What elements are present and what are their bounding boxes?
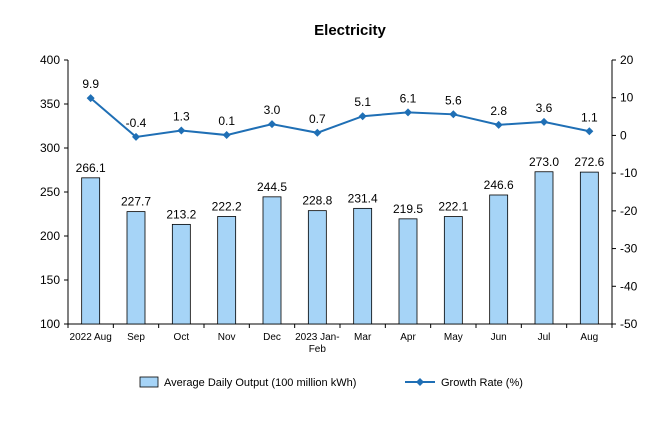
bar-data-label: 219.5: [393, 202, 423, 216]
growth-rate-point: [585, 127, 594, 136]
left-tick-label: 200: [40, 229, 60, 243]
x-tick-label: Mar: [354, 332, 372, 343]
bar: [307, 210, 327, 325]
x-tick-label: Apr: [400, 332, 416, 343]
right-tick-label: -10: [620, 166, 638, 180]
bar: [81, 177, 101, 325]
x-tick-label: 2023 Jan-Feb: [295, 332, 339, 355]
bar-data-label: 231.4: [348, 191, 378, 205]
bar: [579, 171, 599, 325]
growth-rate-line: [90, 97, 590, 138]
growth-rate-data-label: 0.7: [309, 112, 326, 126]
growth-rate-point: [540, 117, 548, 126]
left-tick-label: 350: [40, 97, 60, 111]
x-tick-label: Jun: [491, 332, 507, 343]
right-tick-label: -50: [620, 317, 638, 331]
bar: [126, 211, 146, 325]
bar-data-label: 266.1: [76, 161, 106, 175]
growth-rate-point: [132, 132, 140, 141]
left-tick-label: 300: [40, 141, 60, 155]
bar: [398, 218, 418, 325]
legend-bar-swatch: [139, 376, 159, 388]
growth-rate-data-label: 3.0: [264, 103, 281, 117]
x-tick-label: May: [444, 332, 463, 343]
legend: Average Daily Output (100 million kWh) G…: [139, 376, 523, 389]
right-tick-label: 0: [620, 128, 627, 142]
right-tick-label: 10: [620, 91, 634, 105]
left-tick-label: 400: [40, 53, 60, 67]
growth-rate-data-label: 9.9: [82, 77, 99, 91]
x-tick-label: Oct: [174, 332, 190, 343]
bar: [443, 216, 463, 325]
growth-rate-point: [222, 131, 231, 140]
legend-line-label: Growth Rate (%): [441, 377, 523, 389]
plot-area: 100 150 200 250 300 350 400 -50 -40 -30 -20 -10 0 10 2…: [40, 53, 638, 355]
bar-data-label: 246.6: [484, 178, 514, 192]
growth-rate-point: [358, 112, 367, 121]
growth-rate-data-label: 2.8: [490, 104, 507, 118]
legend-line-marker: [416, 378, 424, 386]
bar-data-label: 244.5: [257, 180, 287, 194]
bar-data-label: 213.2: [166, 207, 196, 221]
left-tick-label: 250: [40, 185, 60, 199]
growth-rate-point: [313, 128, 322, 137]
growth-rate-point: [404, 108, 412, 117]
right-tick-label: -20: [620, 204, 638, 218]
x-tick-label: Nov: [218, 332, 236, 343]
bar: [171, 223, 191, 325]
left-tick-label: 150: [40, 273, 60, 287]
bar: [489, 194, 509, 325]
x-tick-label: Sep: [127, 332, 145, 343]
growth-rate-data-label: 1.1: [581, 110, 598, 124]
growth-rate-data-label: 0.1: [218, 114, 235, 128]
growth-rate-point: [268, 120, 276, 129]
legend-bar-label: Average Daily Output (100 million kWh): [164, 377, 356, 389]
bar-data-label: 273.0: [529, 155, 559, 169]
growth-rate-point: [449, 110, 458, 119]
growth-rate-data-label: 6.1: [400, 91, 417, 105]
bar-data-label: 222.1: [438, 200, 468, 214]
bar-data-label: 228.8: [302, 194, 332, 208]
bar-data-label: 222.2: [212, 199, 242, 213]
growth-rate-data-label: 1.3: [173, 110, 190, 124]
x-tick-label: Aug: [580, 332, 598, 343]
growth-rate-data-label: 3.6: [536, 101, 553, 115]
bar-data-label: 272.6: [574, 155, 604, 169]
bar: [262, 196, 282, 325]
growth-rate-point: [494, 120, 503, 129]
bar: [217, 216, 237, 325]
bar: [353, 207, 373, 325]
right-tick-label: 20: [620, 53, 634, 67]
growth-rate-data-label: 5.6: [445, 93, 462, 107]
x-tick-label: Jul: [538, 332, 551, 343]
bar-data-label: 227.7: [121, 195, 151, 209]
chart-title: Electricity: [314, 22, 386, 39]
growth-rate-data-label: -0.4: [126, 116, 147, 130]
left-tick-label: 100: [40, 317, 60, 331]
right-tick-label: -30: [620, 242, 638, 256]
growth-rate-point: [86, 94, 95, 103]
x-tick-label: 2022 Aug: [70, 332, 112, 343]
growth-rate-data-label: 5.1: [354, 95, 371, 109]
x-tick-label: Dec: [263, 332, 281, 343]
growth-rate-point: [177, 126, 186, 135]
right-tick-label: -40: [620, 279, 638, 293]
bar: [534, 171, 554, 325]
